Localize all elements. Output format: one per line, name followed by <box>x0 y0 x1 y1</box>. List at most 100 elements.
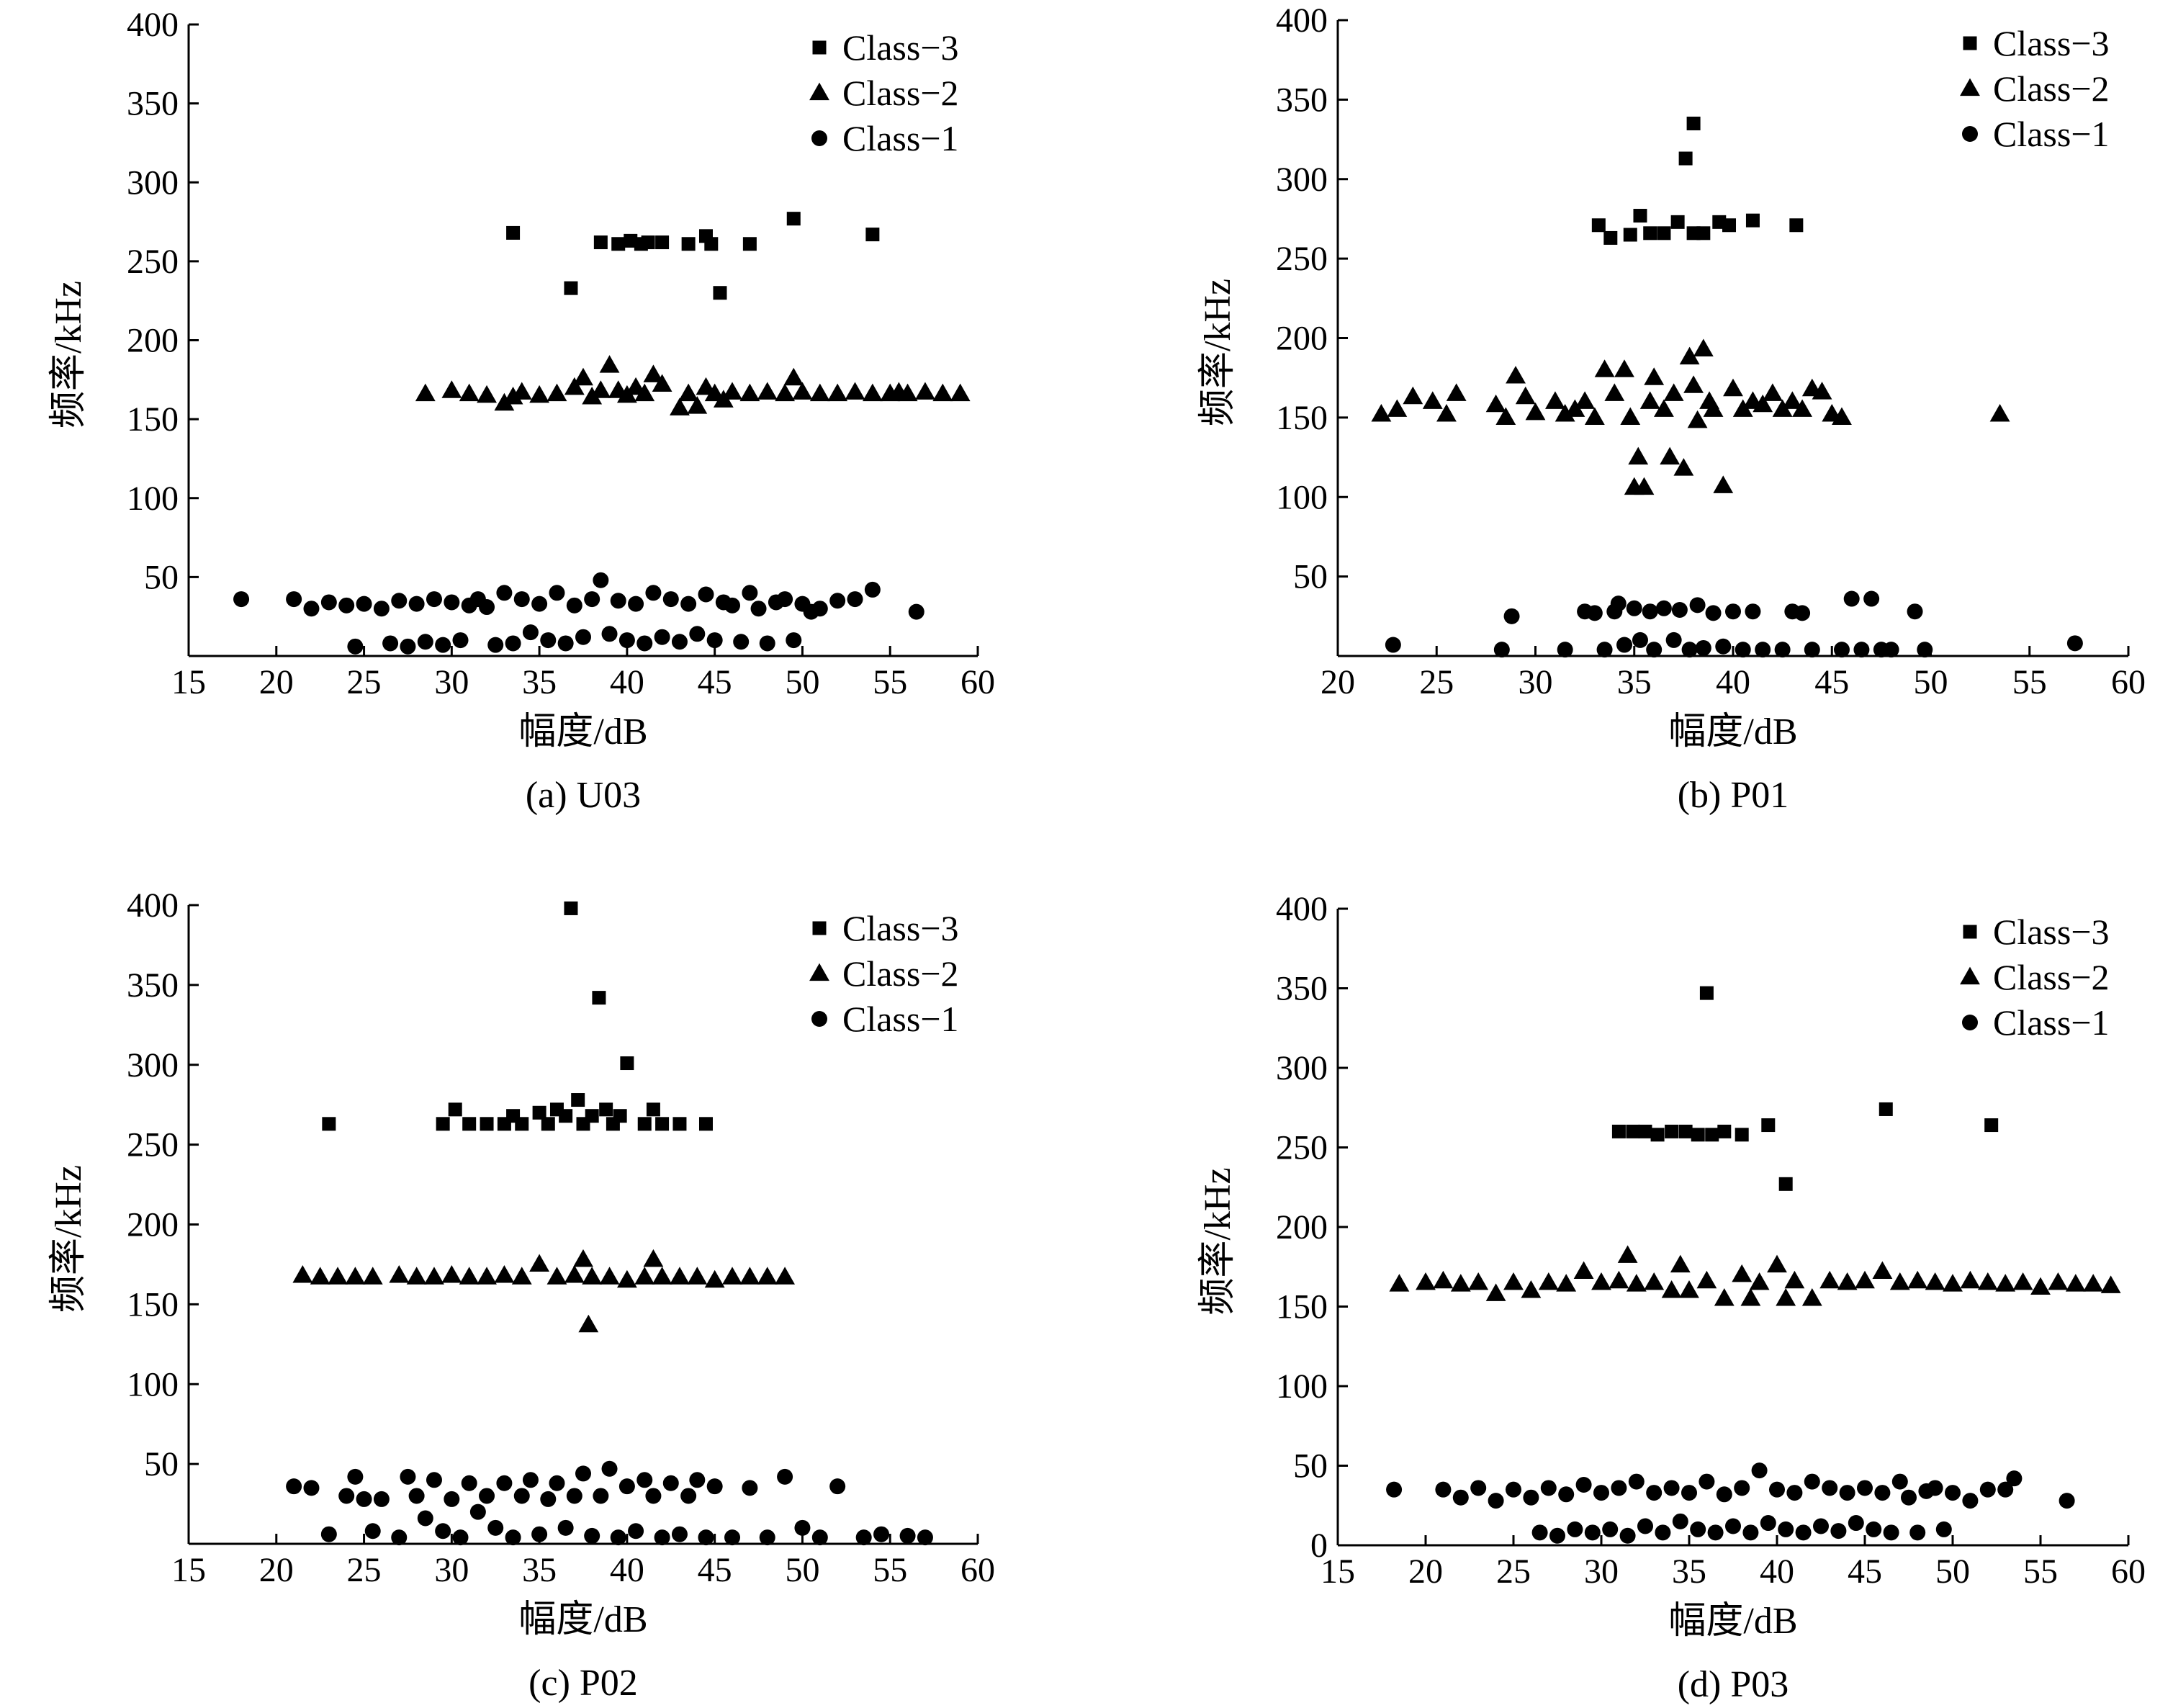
data-point-square <box>613 1109 627 1123</box>
data-point-triangle <box>739 1267 760 1285</box>
y-tick-label: 0 <box>1310 1527 1328 1565</box>
data-point-triangle <box>1545 391 1565 409</box>
data-point-triangle <box>1503 1272 1524 1290</box>
data-point-triangle <box>2083 1274 2104 1292</box>
data-point-triangle <box>459 383 480 402</box>
x-tick-label: 40 <box>1760 1552 1794 1591</box>
data-point-triangle <box>1925 1272 1945 1290</box>
y-tick-label: 350 <box>127 966 179 1004</box>
data-point-triangle <box>1626 1274 1647 1292</box>
data-point-circle <box>1901 1489 1917 1506</box>
x-tick-label: 50 <box>785 1551 819 1589</box>
data-point-circle <box>513 1488 530 1504</box>
data-point-circle <box>426 591 442 608</box>
y-tick-label: 250 <box>127 1126 179 1164</box>
data-point-triangle <box>1584 407 1605 425</box>
data-point-triangle <box>1989 404 2010 422</box>
legend-label: Class−3 <box>842 908 959 948</box>
data-point-circle <box>593 572 609 588</box>
legend-label: Class−2 <box>842 953 959 994</box>
data-point-circle <box>566 597 582 613</box>
data-point-circle <box>479 599 495 616</box>
data-point-triangle <box>1753 394 1773 413</box>
data-point-circle <box>286 591 302 608</box>
data-point-triangle <box>1673 458 1694 476</box>
data-point-circle <box>1642 603 1658 620</box>
data-point-circle <box>1616 637 1633 653</box>
data-point-circle <box>794 1519 811 1536</box>
data-point-square <box>1691 1128 1705 1142</box>
data-point-circle <box>610 593 626 609</box>
data-point-triangle <box>1538 1272 1559 1290</box>
data-point-circle <box>1628 1473 1645 1490</box>
data-point-square <box>585 1109 599 1123</box>
data-point-triangle <box>1525 402 1546 421</box>
x-tick-label: 25 <box>1419 663 1454 701</box>
data-point-triangle <box>678 383 699 402</box>
legend-marker-square <box>812 921 827 935</box>
data-point-circle <box>689 1472 706 1488</box>
y-tick-label: 300 <box>127 1046 179 1084</box>
data-point-circle <box>1470 1480 1487 1496</box>
data-point-square <box>480 1117 494 1131</box>
data-point-triangle <box>406 1267 427 1285</box>
data-point-circle <box>864 581 881 598</box>
panel-caption: (c) P02 <box>528 1663 638 1704</box>
data-point-triangle <box>573 1249 593 1267</box>
data-point-circle <box>1503 608 1520 624</box>
data-point-triangle <box>1749 1272 1770 1290</box>
data-point-circle <box>2006 1470 2023 1487</box>
data-point-triangle <box>1433 1270 1454 1289</box>
data-point-circle <box>1755 642 1771 658</box>
legend-marker-circle <box>1962 126 1978 142</box>
legend-label: Class−2 <box>1993 68 2110 109</box>
data-point-circle <box>1385 637 1401 653</box>
data-point-circle <box>356 1491 372 1507</box>
data-point-square <box>564 901 578 915</box>
y-tick-label: 100 <box>1276 478 1328 516</box>
data-point-circle <box>347 1468 364 1485</box>
data-point-triangle <box>1679 1280 1699 1298</box>
data-point-triangle <box>1614 359 1634 377</box>
data-point-square <box>704 237 719 251</box>
data-point-circle <box>435 637 451 653</box>
data-point-triangle <box>546 383 567 402</box>
data-point-triangle <box>1620 407 1641 425</box>
y-tick-label: 100 <box>127 1365 179 1403</box>
x-tick-label: 30 <box>1584 1552 1619 1591</box>
data-point-triangle <box>1436 404 1457 422</box>
data-point-circle <box>408 595 425 612</box>
data-point-triangle <box>441 380 462 398</box>
data-point-triangle <box>950 383 971 402</box>
x-tick-label: 35 <box>522 1551 557 1589</box>
x-tick-label: 20 <box>259 1551 294 1589</box>
data-point-triangle <box>1832 407 1852 425</box>
data-point-triangle <box>1995 1274 2016 1292</box>
data-point-circle <box>1506 1481 1521 1498</box>
data-point-triangle <box>477 1267 497 1285</box>
x-tick-label: 40 <box>610 1551 644 1589</box>
data-point-triangle <box>809 383 830 402</box>
data-point-circle <box>444 1491 460 1507</box>
data-point-square <box>742 237 757 251</box>
data-point-square <box>1650 1128 1665 1142</box>
data-point-square <box>593 235 608 250</box>
data-point-circle <box>662 591 679 608</box>
data-point-triangle <box>1575 391 1596 409</box>
data-point-triangle <box>1416 1272 1436 1290</box>
data-point-circle <box>636 635 653 652</box>
data-point-circle <box>338 597 355 613</box>
x-axis-title: 幅度/dB <box>1668 1601 1797 1642</box>
series-square <box>1591 116 1804 245</box>
data-point-triangle <box>529 1254 550 1272</box>
data-point-circle <box>1833 642 1850 658</box>
y-axis-title: 频率/kHz <box>48 281 89 428</box>
data-point-circle <box>1979 1481 1996 1498</box>
legend-label: Class−3 <box>1993 912 2110 952</box>
data-point-triangle <box>511 382 532 400</box>
data-point-circle <box>373 601 390 617</box>
data-point-circle <box>908 603 924 620</box>
data-point-circle <box>1637 1518 1653 1534</box>
data-point-triangle <box>1907 1270 1928 1289</box>
